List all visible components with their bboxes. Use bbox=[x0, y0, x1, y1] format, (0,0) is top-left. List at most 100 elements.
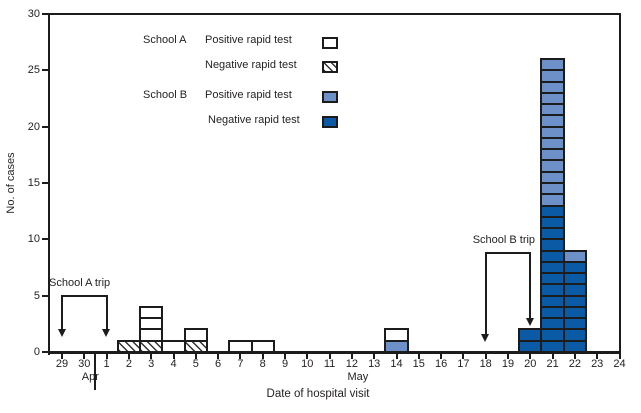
bar-cell-school_a_positive bbox=[250, 339, 275, 353]
y-tick-label: 30 bbox=[27, 8, 40, 21]
y-tick-label: 25 bbox=[27, 64, 40, 77]
y-tick bbox=[42, 125, 48, 128]
x-tick-label: 7 bbox=[237, 358, 244, 370]
y-tick-label: 10 bbox=[27, 233, 40, 246]
annotation-arrow-line bbox=[105, 295, 108, 331]
x-tick-label: 1 bbox=[103, 358, 110, 370]
x-tick-label: 20 bbox=[524, 358, 537, 370]
x-tick bbox=[284, 354, 286, 359]
y-tick bbox=[42, 182, 48, 184]
x-tick bbox=[306, 354, 309, 359]
annotation-arrowhead bbox=[102, 329, 111, 338]
x-tick bbox=[350, 354, 353, 359]
x-tick bbox=[484, 354, 487, 359]
annotation-arrowhead bbox=[481, 333, 490, 342]
x-tick bbox=[573, 354, 576, 359]
plot-right-border bbox=[619, 13, 621, 354]
x-tick bbox=[417, 354, 420, 359]
x-tick-label: 8 bbox=[259, 358, 266, 370]
x-tick bbox=[551, 354, 554, 359]
x-tick bbox=[373, 354, 376, 359]
bar-cell-school_b_negative bbox=[518, 328, 543, 342]
legend-school-a-label: School A bbox=[143, 34, 187, 46]
bar-cell-school_a_positive bbox=[183, 328, 208, 342]
x-tick-label: 11 bbox=[323, 358, 336, 370]
annotation-arrow-line bbox=[61, 295, 63, 331]
x-tick-label: 5 bbox=[192, 358, 199, 370]
x-axis-title: Date of hospital visit bbox=[266, 388, 370, 400]
legend-label-school-b-negative: Negative rapid test bbox=[208, 114, 300, 126]
x-tick-label: 29 bbox=[55, 358, 69, 370]
x-axis bbox=[48, 351, 621, 354]
x-tick-label: 13 bbox=[368, 358, 381, 370]
x-tick-label: 24 bbox=[613, 358, 626, 370]
annotation-label-2: School B trip bbox=[472, 233, 536, 246]
bar-cell-school_a_positive bbox=[228, 339, 253, 353]
legend-swatch-school-a-negative bbox=[322, 61, 338, 73]
bar-cell-school_a_positive bbox=[139, 305, 164, 320]
annotation-arrow-line bbox=[484, 252, 487, 335]
x-tick-label: 30 bbox=[78, 358, 91, 370]
x-tick bbox=[127, 354, 130, 359]
legend-swatch-school-b-positive bbox=[322, 91, 338, 103]
y-tick bbox=[42, 13, 48, 16]
x-tick bbox=[61, 354, 63, 359]
x-tick bbox=[217, 354, 220, 359]
x-tick-label: 3 bbox=[148, 358, 155, 370]
x-tick bbox=[507, 354, 509, 359]
bar-cell-school_a_positive bbox=[161, 339, 186, 353]
bar-cell-school_a_negative bbox=[116, 339, 142, 353]
x-tick bbox=[618, 354, 621, 359]
x-tick bbox=[462, 354, 465, 359]
x-tick-label: 19 bbox=[501, 358, 515, 370]
x-tick bbox=[261, 354, 264, 359]
bar-cell-school_b_positive bbox=[562, 249, 588, 263]
bar-cell-school_b_positive bbox=[540, 58, 565, 72]
annotation-label-1: School A trip bbox=[49, 276, 111, 289]
x-tick-label: 18 bbox=[479, 358, 492, 370]
y-tick bbox=[42, 351, 48, 353]
annotation-arrow-line bbox=[529, 252, 532, 320]
x-tick bbox=[529, 354, 532, 359]
legend-label-school-b-positive: Positive rapid test bbox=[205, 89, 292, 101]
x-tick-label: 6 bbox=[215, 358, 222, 370]
x-tick bbox=[596, 354, 599, 359]
annotation-bracket bbox=[61, 294, 108, 297]
month-label: Apr bbox=[81, 371, 99, 383]
x-tick bbox=[239, 354, 242, 359]
y-tick bbox=[42, 294, 48, 297]
annotation-bracket bbox=[484, 251, 532, 254]
x-tick bbox=[440, 354, 443, 359]
x-tick bbox=[328, 354, 331, 359]
y-tick-label: 5 bbox=[33, 289, 40, 302]
x-tick bbox=[395, 354, 398, 359]
x-tick bbox=[194, 354, 197, 359]
x-tick-label: 4 bbox=[170, 358, 177, 370]
x-tick-label: 23 bbox=[591, 358, 604, 370]
legend-school-b-label: School B bbox=[143, 89, 188, 101]
x-tick-label: 17 bbox=[457, 358, 470, 370]
legend-label-school-a-positive: Positive rapid test bbox=[205, 34, 292, 46]
y-tick-label: 15 bbox=[27, 177, 40, 189]
x-tick-label: 21 bbox=[546, 358, 559, 370]
x-tick-label: 2 bbox=[125, 358, 132, 370]
x-tick-label: 16 bbox=[434, 358, 448, 370]
x-tick-label: 12 bbox=[345, 358, 359, 370]
annotation-arrowhead bbox=[525, 318, 534, 327]
month-separator bbox=[94, 352, 97, 390]
x-tick bbox=[83, 354, 86, 359]
x-tick-label: 22 bbox=[568, 358, 582, 370]
legend-swatch-school-a-positive bbox=[322, 37, 338, 49]
x-tick-label: 10 bbox=[301, 358, 314, 370]
bar-cell-school_a_positive bbox=[384, 328, 409, 342]
x-tick-label: 9 bbox=[281, 358, 289, 370]
y-tick-label: 0 bbox=[33, 346, 40, 358]
x-tick bbox=[172, 354, 175, 359]
x-tick bbox=[105, 354, 108, 359]
y-tick-label: 20 bbox=[27, 120, 40, 133]
x-tick-label: 14 bbox=[390, 358, 403, 370]
x-tick-label: 15 bbox=[412, 358, 425, 370]
y-tick bbox=[42, 238, 48, 241]
y-axis bbox=[48, 13, 50, 355]
